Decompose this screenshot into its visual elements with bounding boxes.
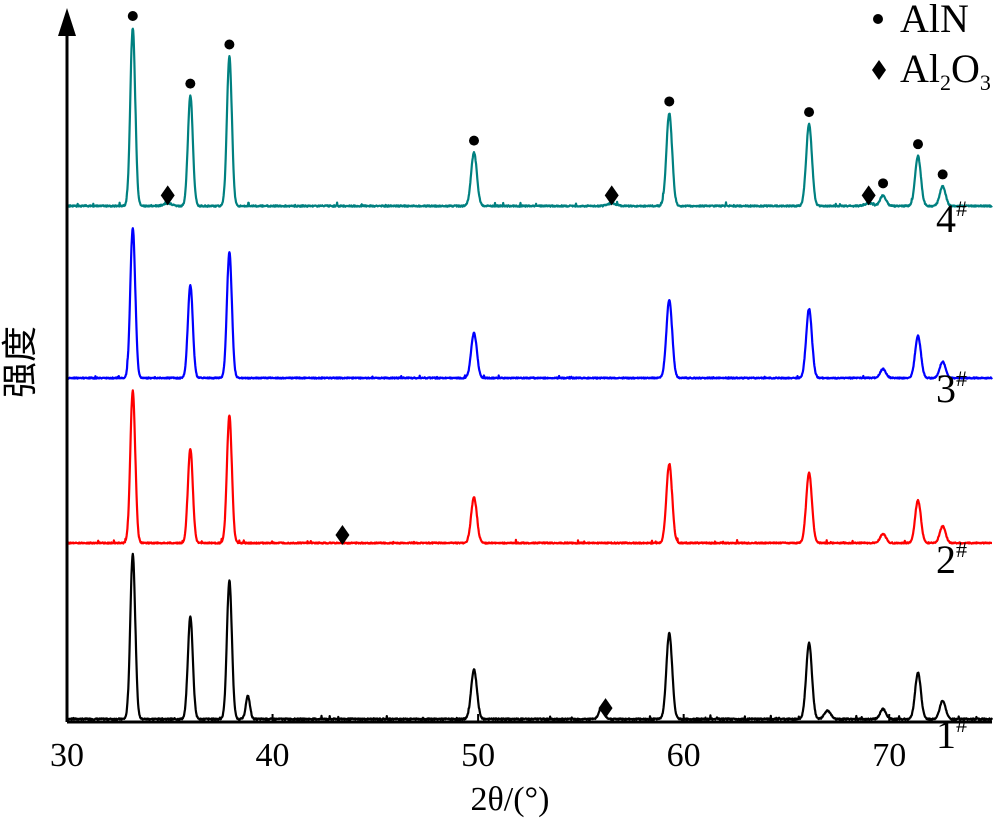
- marker-layer: [127, 11, 948, 719]
- series-layer: [65, 27, 994, 721]
- y-axis-arrow: [58, 8, 76, 36]
- x-tick-label-70: 70: [872, 737, 906, 774]
- aln-marker-1: [185, 78, 196, 89]
- series-line-2: [66, 389, 993, 545]
- al2o3-marker-2: [861, 185, 876, 206]
- legend: AlN Al2O3: [872, 0, 991, 95]
- al2o3-marker-3: [335, 525, 350, 545]
- aln-marker-0: [127, 11, 138, 21]
- series-line-1: [66, 552, 994, 721]
- al2o3-marker-1: [604, 185, 619, 206]
- aln-marker-7: [913, 139, 923, 150]
- aln-marker-5: [804, 107, 815, 118]
- x-tick-label-40: 40: [256, 737, 290, 774]
- aln-marker-2: [224, 39, 235, 50]
- aln-marker-3: [469, 135, 479, 146]
- aln-marker-6: [878, 178, 889, 189]
- al2o3-marker-0: [160, 185, 175, 206]
- x-axis-title: 2θ/(°): [471, 781, 550, 818]
- tick-layer: 30 40 50 60 70: [50, 714, 906, 774]
- legend-al2o3-label: Al2O3: [900, 46, 991, 95]
- aln-marker-8: [937, 169, 948, 180]
- series-label-2: 2#: [936, 537, 967, 582]
- series-label-3: 3#: [936, 366, 967, 411]
- al2o3-marker-4: [598, 698, 613, 719]
- series-label-1: 1#: [936, 712, 967, 757]
- legend-aln-marker: [873, 14, 883, 24]
- legend-aln-label: AlN: [900, 0, 969, 41]
- series-line-3: [65, 227, 993, 380]
- y-axis-title: 强度: [0, 326, 41, 398]
- series-label-4: 4#: [936, 196, 967, 241]
- x-tick-label-50: 50: [461, 737, 495, 774]
- series-label-layer: 1# 2# 3# 4#: [936, 196, 967, 757]
- x-tick-label-30: 30: [50, 737, 84, 774]
- aln-marker-4: [664, 96, 675, 107]
- series-line-4: [66, 27, 993, 208]
- legend-al2o3-marker: [872, 60, 886, 80]
- x-tick-label-60: 60: [667, 737, 701, 774]
